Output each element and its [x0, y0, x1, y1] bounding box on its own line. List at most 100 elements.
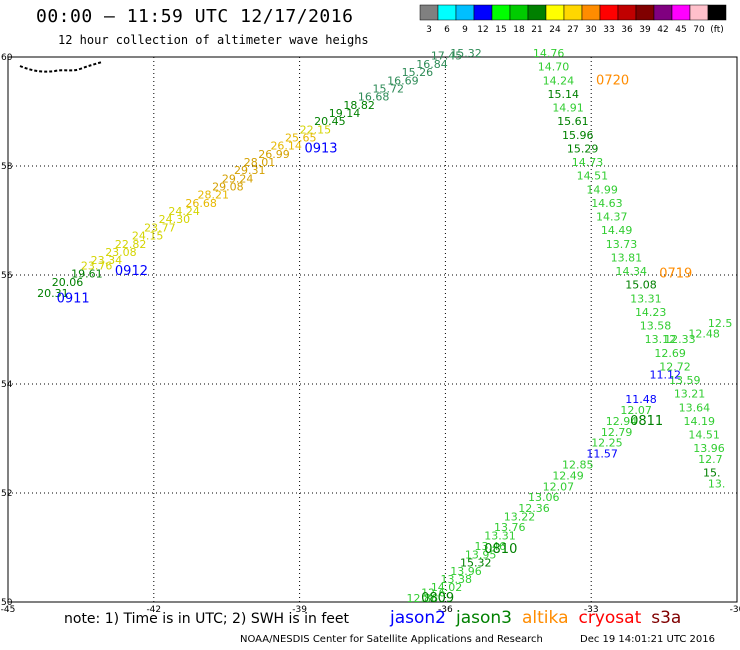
- y-tick-label: 50: [1, 598, 13, 608]
- colorbar-label: 27: [567, 25, 578, 35]
- wave-height-label: 14.51: [577, 170, 609, 183]
- wave-height-label: 14.49: [601, 224, 633, 237]
- wave-height-label: 18.82: [343, 99, 375, 112]
- x-tick-label: -45: [1, 605, 16, 615]
- wave-height-label: 14.91: [552, 102, 584, 115]
- wave-height-label: 12.85: [562, 458, 594, 471]
- colorbar-label: 24: [549, 25, 561, 35]
- wave-height-label: 26.68: [185, 197, 217, 210]
- wave-height-label: 14.99: [586, 183, 618, 196]
- wave-height-label: 12.07: [620, 404, 652, 417]
- wave-height-label: 14.37: [596, 211, 628, 224]
- wave-height-label: 12.86: [407, 592, 439, 605]
- wave-height-label: 19.14: [329, 107, 361, 120]
- wave-height-label: 12.5: [708, 317, 733, 330]
- colorbar-label: 6: [444, 25, 450, 35]
- colorbar-label: 3: [426, 25, 432, 35]
- wave-height-label: 12.33: [664, 333, 696, 346]
- wave-height-label: 12.79: [601, 426, 633, 439]
- legend-entry-jason3: jason3: [456, 608, 512, 628]
- colorbar-label: 45: [675, 25, 686, 35]
- y-tick-label: 60: [1, 53, 13, 63]
- wave-height-label: 14.19: [684, 415, 716, 428]
- colorbar-label: 21: [531, 25, 542, 35]
- wave-height-label: 20.31: [37, 287, 69, 300]
- wave-height-label: 12.48: [688, 328, 720, 341]
- page-title: 00:00 – 11:59 UTC 12/17/2016: [36, 6, 354, 27]
- wave-height-label: 15.32: [450, 47, 482, 60]
- colorbar-label: 12: [477, 25, 488, 35]
- wave-height-label: 24.30: [159, 213, 191, 226]
- wave-height-labels: 20.3120.0619.6123.7623.3423.0822.8224.15…: [37, 47, 732, 605]
- wave-height-label: 13.59: [669, 374, 701, 387]
- wave-height-label: 13.64: [679, 401, 711, 414]
- wave-height-label: 29.24: [222, 172, 254, 185]
- y-tick-labels: 50 52 54 56 58 60: [1, 53, 13, 608]
- wave-height-label: 11.48: [625, 393, 657, 406]
- wave-height-label: 12.36: [518, 502, 550, 515]
- wave-height-label: 23.34: [91, 254, 123, 267]
- track-time-tag: 0913: [304, 141, 337, 156]
- wave-height-label: 26.99: [258, 148, 290, 161]
- wave-height-label: 13.58: [640, 320, 672, 333]
- wave-height-label: 23.08: [105, 246, 137, 259]
- colorbar-label: (ft): [710, 25, 724, 35]
- plot-frame: [7, 56, 738, 603]
- wave-height-label: 13.81: [611, 251, 643, 264]
- wave-height-label: 13.06: [528, 491, 560, 504]
- wave-height-label: 28.01: [244, 156, 276, 169]
- colorbar-label: 42: [657, 25, 668, 35]
- wave-height-label: 15.96: [562, 129, 594, 142]
- wave-height-label: 29.08: [212, 181, 244, 194]
- wave-height-label: 20.45: [314, 115, 346, 128]
- wave-height-label: 13.38: [441, 573, 473, 586]
- wave-height-colorbar: 3 6 9 12 15 18 21 24 27 30 33 36 39 42 45 70 (ft): [419, 4, 727, 35]
- wave-height-label: 23.76: [81, 260, 113, 273]
- wave-height-label: 12.25: [591, 437, 623, 450]
- wave-height-label: 13.73: [606, 238, 638, 251]
- wave-height-label: 15.26: [402, 66, 434, 79]
- x-tick-labels: -45 -42 -39 -36 -33 -30: [1, 605, 740, 615]
- wave-height-label: 15.32: [460, 557, 492, 570]
- wave-height-label: 13.31: [484, 529, 516, 542]
- colorbar-label: 9: [462, 25, 468, 35]
- y-tick-label: 52: [1, 489, 12, 499]
- legend-entry-jason2: jason2: [390, 608, 446, 628]
- wave-height-label: 14.63: [591, 197, 623, 210]
- wave-height-label: 16.68: [358, 91, 390, 104]
- wave-height-label: 15.14: [547, 88, 579, 101]
- x-tick-label: -42: [146, 605, 161, 615]
- track-time-tag: 0911: [57, 291, 90, 306]
- wave-height-label: 15.08: [625, 279, 657, 292]
- colorbar-label: 33: [603, 25, 614, 35]
- colorbar-swatch: [707, 4, 727, 21]
- wave-height-label: 24.15: [132, 230, 164, 243]
- wave-height-label: 13.21: [674, 388, 706, 401]
- colorbar-label: 15: [495, 25, 506, 35]
- wave-height-label: 22.15: [300, 123, 332, 136]
- wave-height-label: 15.72: [373, 82, 405, 95]
- colorbar-label: 70: [693, 25, 705, 35]
- footer-note: note: 1) Time is in UTC; 2) SWH is in fe…: [64, 611, 350, 627]
- colorbar-label: 36: [621, 25, 633, 35]
- wave-height-label: 23.77: [144, 221, 176, 234]
- wave-height-label: 14.70: [538, 61, 570, 74]
- wave-height-label: 15.29: [567, 142, 599, 155]
- wave-height-label: 13.: [708, 478, 726, 491]
- colorbar-label: 18: [513, 25, 525, 35]
- x-tick-label: -36: [438, 605, 453, 615]
- wave-height-label: 14.76: [533, 47, 565, 60]
- y-tick-label: 56: [1, 271, 13, 281]
- wave-height-label: 12.6: [421, 587, 446, 600]
- legend-entry-cryosat: cryosat: [578, 608, 642, 628]
- wave-height-label: 12.07: [543, 480, 575, 493]
- track-time-tag: 0811: [630, 414, 663, 429]
- wave-height-label: 17.45: [431, 50, 463, 63]
- wave-height-label: 14.34: [616, 265, 648, 278]
- wave-height-label: 19.61: [71, 268, 103, 281]
- wave-height-label: 14.51: [688, 429, 720, 442]
- wave-height-label: 13.31: [630, 292, 662, 305]
- wave-height-label: 29.31: [234, 164, 265, 177]
- wave-height-label: 13.12: [645, 333, 677, 346]
